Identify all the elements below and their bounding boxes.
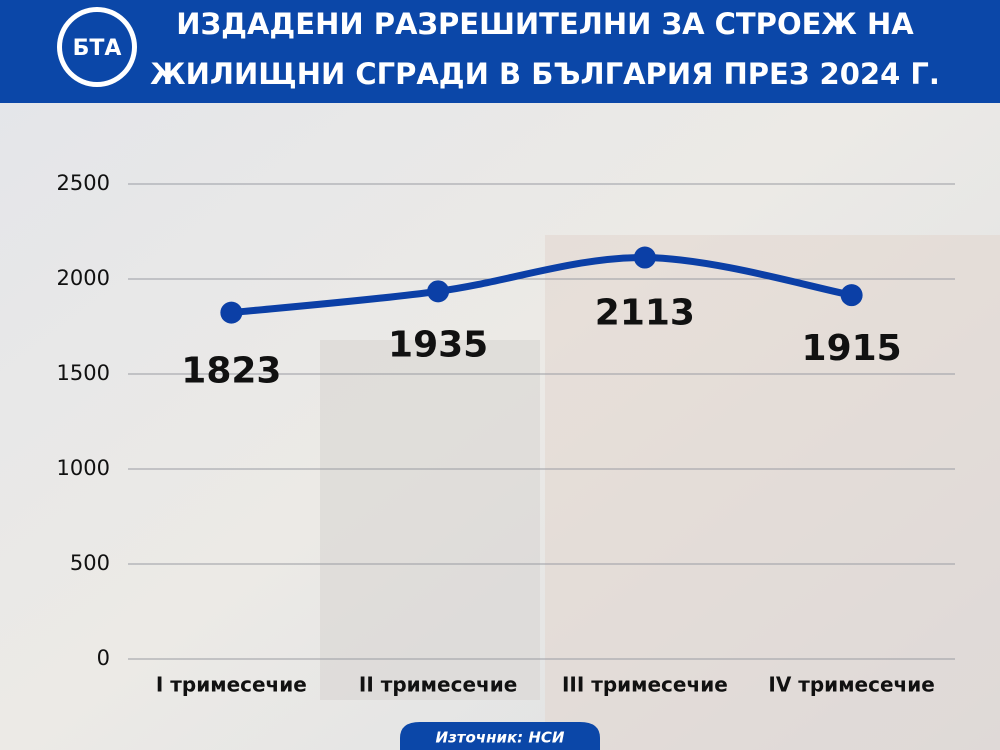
point <box>633 246 656 269</box>
line <box>231 254 853 317</box>
value-label: 1915 <box>802 328 902 369</box>
logo-inner <box>62 12 132 82</box>
y-tick-label: 2500 <box>57 171 110 195</box>
source: Източник: НСИ <box>436 729 565 747</box>
point <box>427 280 450 303</box>
y-tick-label: 1500 <box>57 361 110 385</box>
x-tick-label: II тримесечие <box>359 673 517 697</box>
y-tick-label: 500 <box>70 551 110 575</box>
logo-text: БТА <box>73 36 122 61</box>
source-badge <box>400 722 600 750</box>
plot: 0 500 1000 1500 2000 2500 I тримесечие II триме… <box>57 171 955 697</box>
backdrop-shape <box>320 340 540 700</box>
x-tick-label: III тримесечие <box>562 673 728 697</box>
value-label: 1823 <box>181 351 281 392</box>
y-tick-label: 2000 <box>57 266 110 290</box>
value-label: 2113 <box>595 293 695 334</box>
point <box>840 284 863 307</box>
x-tick-label: I тримесечие <box>156 673 307 697</box>
header <box>0 0 1000 103</box>
x-tick-label: IV тримесечие <box>768 673 934 697</box>
y-tick-label: 0 <box>97 646 110 670</box>
title-line: ИЗДАДЕНИ РАЗРЕШИТЕЛНИ ЗА СТРОЕЖ НА <box>176 7 914 41</box>
y-tick-label: 1000 <box>57 456 110 480</box>
title-line: ЖИЛИЩНИ СГРАДИ В БЪЛГАРИЯ ПРЕЗ 2024 Г. <box>150 57 940 91</box>
point <box>220 301 243 324</box>
backdrop-shape <box>545 235 1000 750</box>
value-label: 1935 <box>388 324 488 365</box>
